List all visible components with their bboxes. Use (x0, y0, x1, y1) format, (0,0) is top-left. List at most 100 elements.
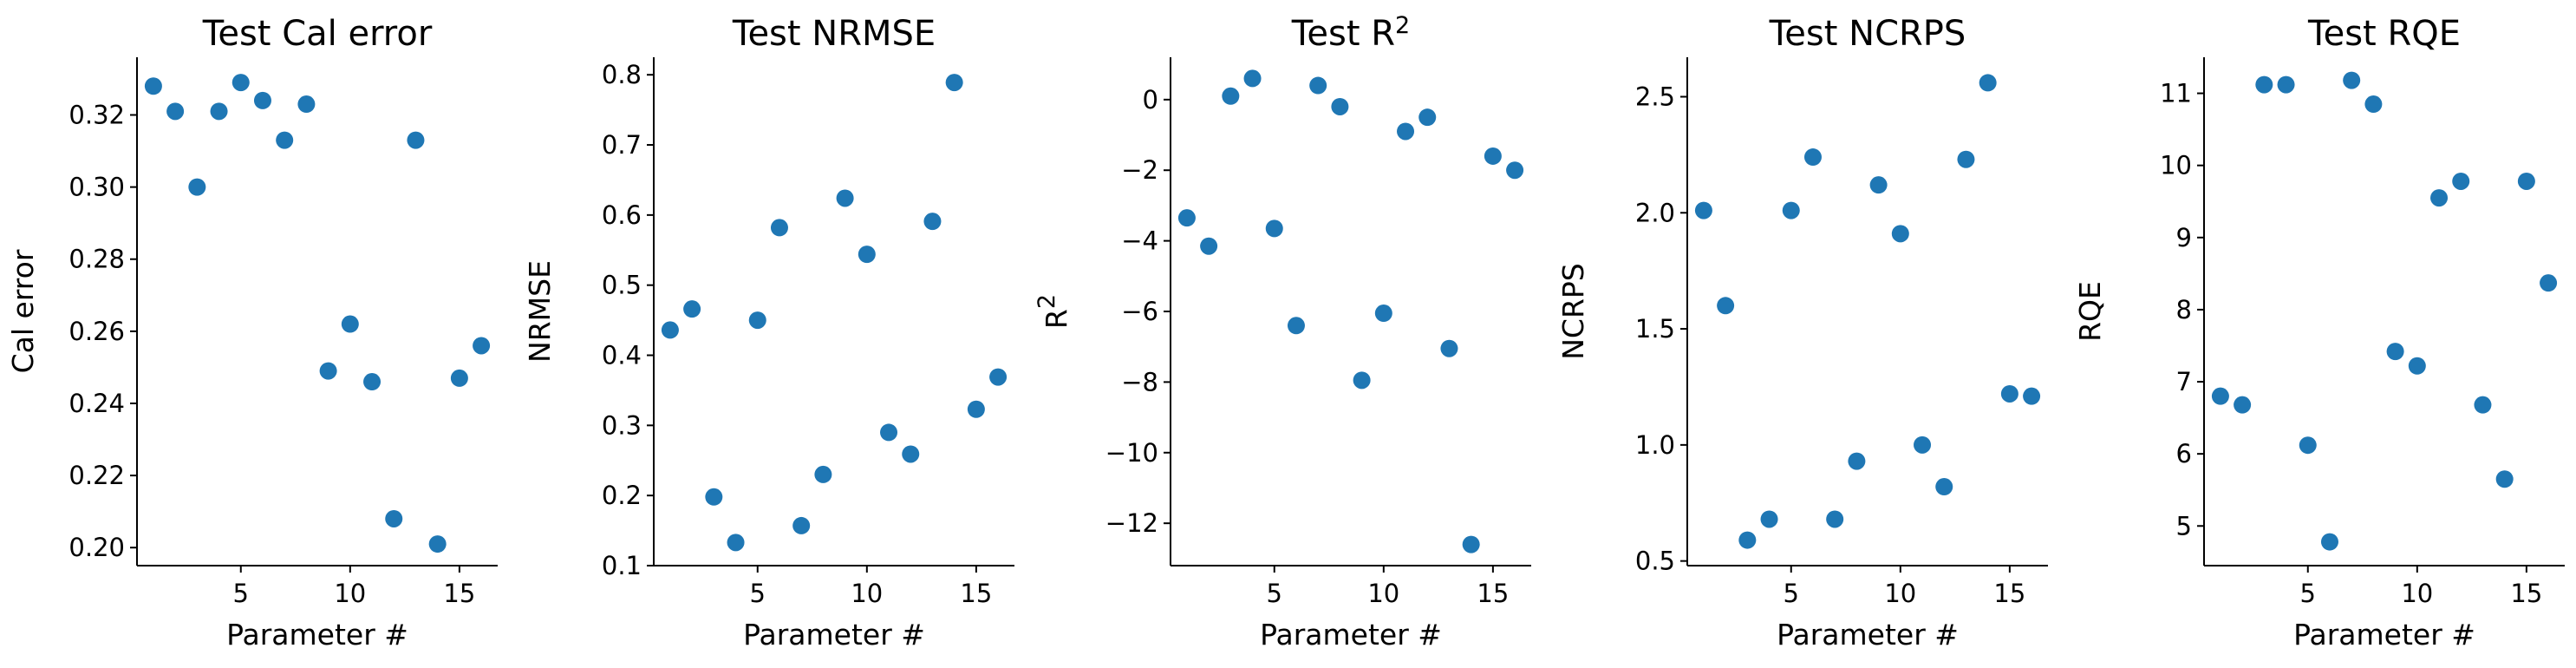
y-tick-label: −2 (1121, 155, 1158, 185)
data-point (967, 400, 985, 418)
data-point (1760, 510, 1778, 528)
chart-panel-1: Test Cal error 0.20 0.22 0.24 0.26 0.28 0.30 0.… (6, 14, 498, 652)
data-point (1935, 478, 1953, 496)
data-point (2343, 71, 2361, 89)
chart-title: Test NCRPS (1769, 14, 1966, 54)
y-tick-label: 0.1 (602, 551, 642, 580)
chart-title: Test RQE (2307, 14, 2461, 54)
y-tick-label: 11 (2160, 79, 2192, 108)
y-tick-label: 10 (2160, 151, 2192, 180)
y-tick-label: 2.0 (1635, 198, 1675, 227)
y-tick-label: −12 (1105, 508, 1158, 538)
data-point (1694, 201, 1712, 219)
y-tick-label: 0.6 (602, 200, 642, 230)
data-point (1418, 108, 1437, 127)
chart-panel-4: Test NCRPS 0.5 1.0 1.5 2.0 2.5 5 10 15 Parameter … (1556, 14, 2048, 652)
data-point (144, 77, 162, 95)
data-point (1243, 69, 1262, 88)
data-point (473, 337, 491, 355)
chart-title: Test NRMSE (732, 14, 936, 54)
data-point (1782, 201, 1800, 219)
y-tick-label: 7 (2176, 367, 2192, 396)
y-axis-label: NRMSE (523, 260, 557, 363)
data-point (2386, 343, 2404, 361)
y-tick-label: 0.4 (602, 341, 642, 370)
y-tick-label: 0 (1143, 85, 1158, 115)
data-point (341, 315, 359, 333)
y-tick-label: 0.7 (602, 130, 642, 160)
x-tick-label: 10 (851, 579, 883, 608)
data-point (661, 321, 679, 339)
y-tick-label: 0.32 (68, 100, 125, 129)
x-tick-label: 5 (1784, 579, 1799, 608)
data-point (1717, 297, 1735, 315)
data-point (1397, 122, 1415, 141)
y-tick-label: 0.8 (602, 60, 642, 89)
x-tick-label: 15 (443, 579, 475, 608)
data-point (1200, 237, 1218, 255)
y-axis-label: RQE (2073, 281, 2107, 342)
data-point (188, 178, 206, 196)
data-point (748, 311, 766, 330)
data-point (792, 516, 811, 534)
x-tick-label: 10 (334, 579, 366, 608)
data-point (1331, 97, 1349, 115)
y-tick-label: 0.24 (68, 389, 125, 418)
data-point (770, 219, 788, 237)
data-point (1265, 219, 1283, 238)
data-point (2408, 357, 2426, 375)
data-point (407, 131, 425, 149)
data-point (1506, 161, 1524, 180)
data-point (450, 369, 468, 387)
data-point (814, 465, 832, 483)
data-point (880, 423, 898, 442)
y-tick-label: 0.20 (68, 533, 125, 562)
data-point (319, 362, 337, 380)
data-point (1309, 76, 1327, 95)
data-point (2364, 95, 2383, 114)
data-point (2255, 75, 2273, 94)
x-tick-label: 15 (1477, 579, 1509, 608)
data-point (2211, 387, 2229, 405)
y-tick-label: −8 (1121, 367, 1158, 396)
data-point (2540, 274, 2558, 292)
data-point (385, 509, 403, 527)
data-point (1484, 147, 1502, 165)
y-tick-label: 0.28 (68, 245, 125, 274)
y-tick-label: 5 (2176, 511, 2192, 540)
data-point (1177, 209, 1196, 227)
data-point (2234, 396, 2252, 414)
x-axis-label: Parameter # (743, 618, 925, 652)
y-axis-label: R2 (1034, 294, 1073, 329)
x-axis-label: Parameter # (1777, 618, 1959, 652)
y-tick-label: −6 (1121, 297, 1158, 326)
data-point (683, 300, 701, 318)
x-tick-label: 5 (1267, 579, 1282, 608)
x-tick-label: 5 (750, 579, 766, 608)
chart-panel-3: Test R2 −12 −10 −8 −6 −4 −2 0 5 10 15 Parameter # R2 (1034, 12, 1531, 652)
x-tick-label: 5 (2300, 579, 2316, 608)
data-point (297, 95, 316, 114)
y-tick-label: 1.0 (1635, 430, 1675, 460)
y-tick-label: 0.26 (68, 317, 125, 346)
data-point (902, 445, 920, 463)
y-tick-label: 2.5 (1635, 82, 1675, 111)
x-axis-label: Parameter # (226, 618, 408, 652)
data-point (945, 74, 963, 92)
data-point (1353, 371, 1371, 390)
data-point (2000, 384, 2018, 403)
y-tick-label: 9 (2176, 223, 2192, 252)
data-point (2495, 470, 2514, 488)
data-point (1222, 87, 1240, 105)
data-point (1440, 339, 1458, 357)
y-tick-label: 0.22 (68, 461, 125, 490)
y-tick-label: 0.5 (1635, 547, 1675, 576)
x-tick-label: 10 (1884, 579, 1916, 608)
data-point (2517, 172, 2535, 190)
y-tick-label: −10 (1105, 438, 1158, 468)
x-tick-label: 15 (2510, 579, 2542, 608)
data-point (232, 74, 250, 92)
data-point (363, 373, 382, 391)
data-point (1979, 74, 1997, 92)
